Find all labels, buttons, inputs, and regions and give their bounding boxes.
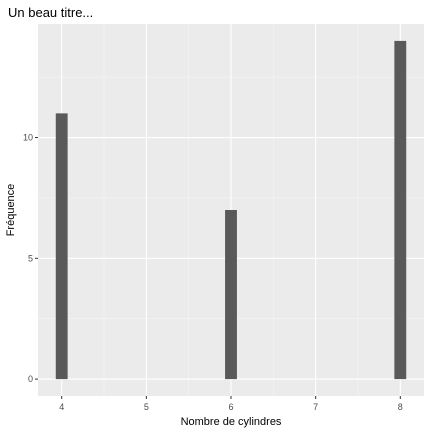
y-axis-title: Fréquence bbox=[5, 184, 17, 237]
x-tick-label: 7 bbox=[313, 402, 318, 412]
y-tick-label: 10 bbox=[23, 133, 33, 143]
chart-title: Un beau titre... bbox=[8, 5, 93, 20]
y-tick-label: 5 bbox=[28, 253, 33, 263]
bars bbox=[55, 40, 407, 380]
axis-ticks bbox=[35, 137, 401, 399]
bar-cyl-8 bbox=[394, 40, 407, 380]
bar-cyl-6 bbox=[225, 210, 237, 380]
x-tick-labels: 4 5 6 7 8 bbox=[59, 402, 403, 412]
x-tick-label: 5 bbox=[144, 402, 149, 412]
x-tick-label: 8 bbox=[398, 402, 403, 412]
x-tick-label: 4 bbox=[59, 402, 64, 412]
y-tick-label: 0 bbox=[28, 374, 33, 384]
y-tick-labels: 0 5 10 bbox=[23, 133, 33, 385]
bar-cyl-4 bbox=[55, 113, 68, 380]
x-tick-label: 6 bbox=[228, 402, 233, 412]
x-axis-title: Nombre de cylindres bbox=[181, 416, 282, 428]
